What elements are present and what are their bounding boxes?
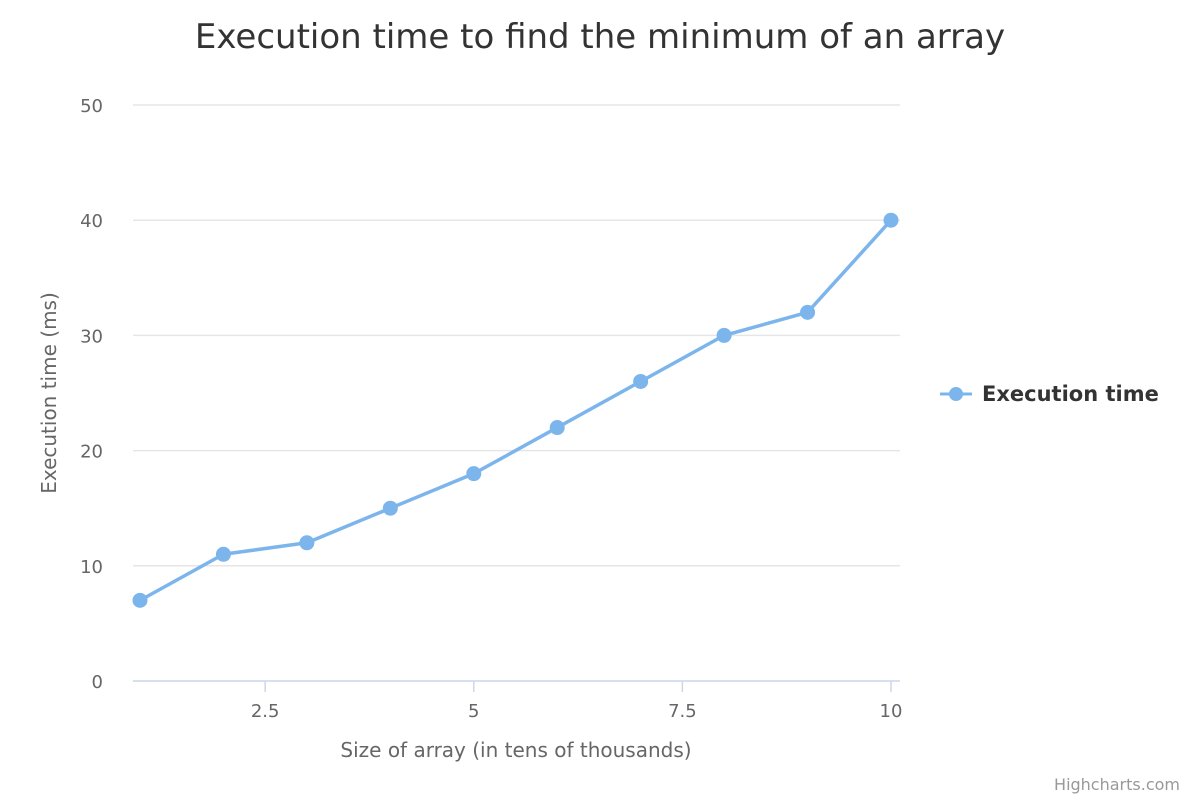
- series-execution-time: [132, 212, 899, 608]
- data-point[interactable]: [883, 212, 899, 228]
- data-point[interactable]: [466, 466, 482, 482]
- data-point[interactable]: [716, 327, 732, 343]
- data-point[interactable]: [549, 420, 565, 436]
- data-point[interactable]: [633, 373, 649, 389]
- x-tick-label: 2.5: [251, 701, 280, 722]
- data-point[interactable]: [800, 304, 816, 320]
- y-tick-label: 20: [80, 442, 103, 463]
- y-tick-label: 40: [80, 211, 103, 232]
- legend[interactable]: Execution time: [940, 382, 1159, 406]
- y-tick-label: 0: [92, 672, 103, 693]
- data-point[interactable]: [215, 546, 231, 562]
- y-tick-label: 30: [80, 326, 103, 347]
- data-point[interactable]: [132, 592, 148, 608]
- y-tick-label: 10: [80, 557, 103, 578]
- y-tick-label: 50: [80, 96, 103, 117]
- x-axis-title: Size of array (in tens of thousands): [340, 738, 691, 762]
- y-axis-tick-labels: 0 10 20 30 40 50: [80, 96, 103, 693]
- y-axis-title: Execution time (ms): [37, 292, 61, 494]
- x-axis: 2.5 5 7.5 10: [133, 680, 903, 722]
- legend-item-label: Execution time: [982, 382, 1159, 406]
- x-tick-label: 7.5: [668, 701, 697, 722]
- data-point[interactable]: [299, 535, 315, 551]
- grid-lines: [133, 104, 900, 567]
- credits-link[interactable]: Highcharts.com: [1054, 775, 1180, 794]
- series-line: [138, 218, 893, 603]
- legend-point-marker: [949, 387, 963, 401]
- x-tick-label: 5: [468, 701, 479, 722]
- chart-title: Execution time to find the minimum of an…: [195, 17, 1005, 57]
- data-point[interactable]: [382, 500, 398, 516]
- x-tick-label: 10: [880, 701, 903, 722]
